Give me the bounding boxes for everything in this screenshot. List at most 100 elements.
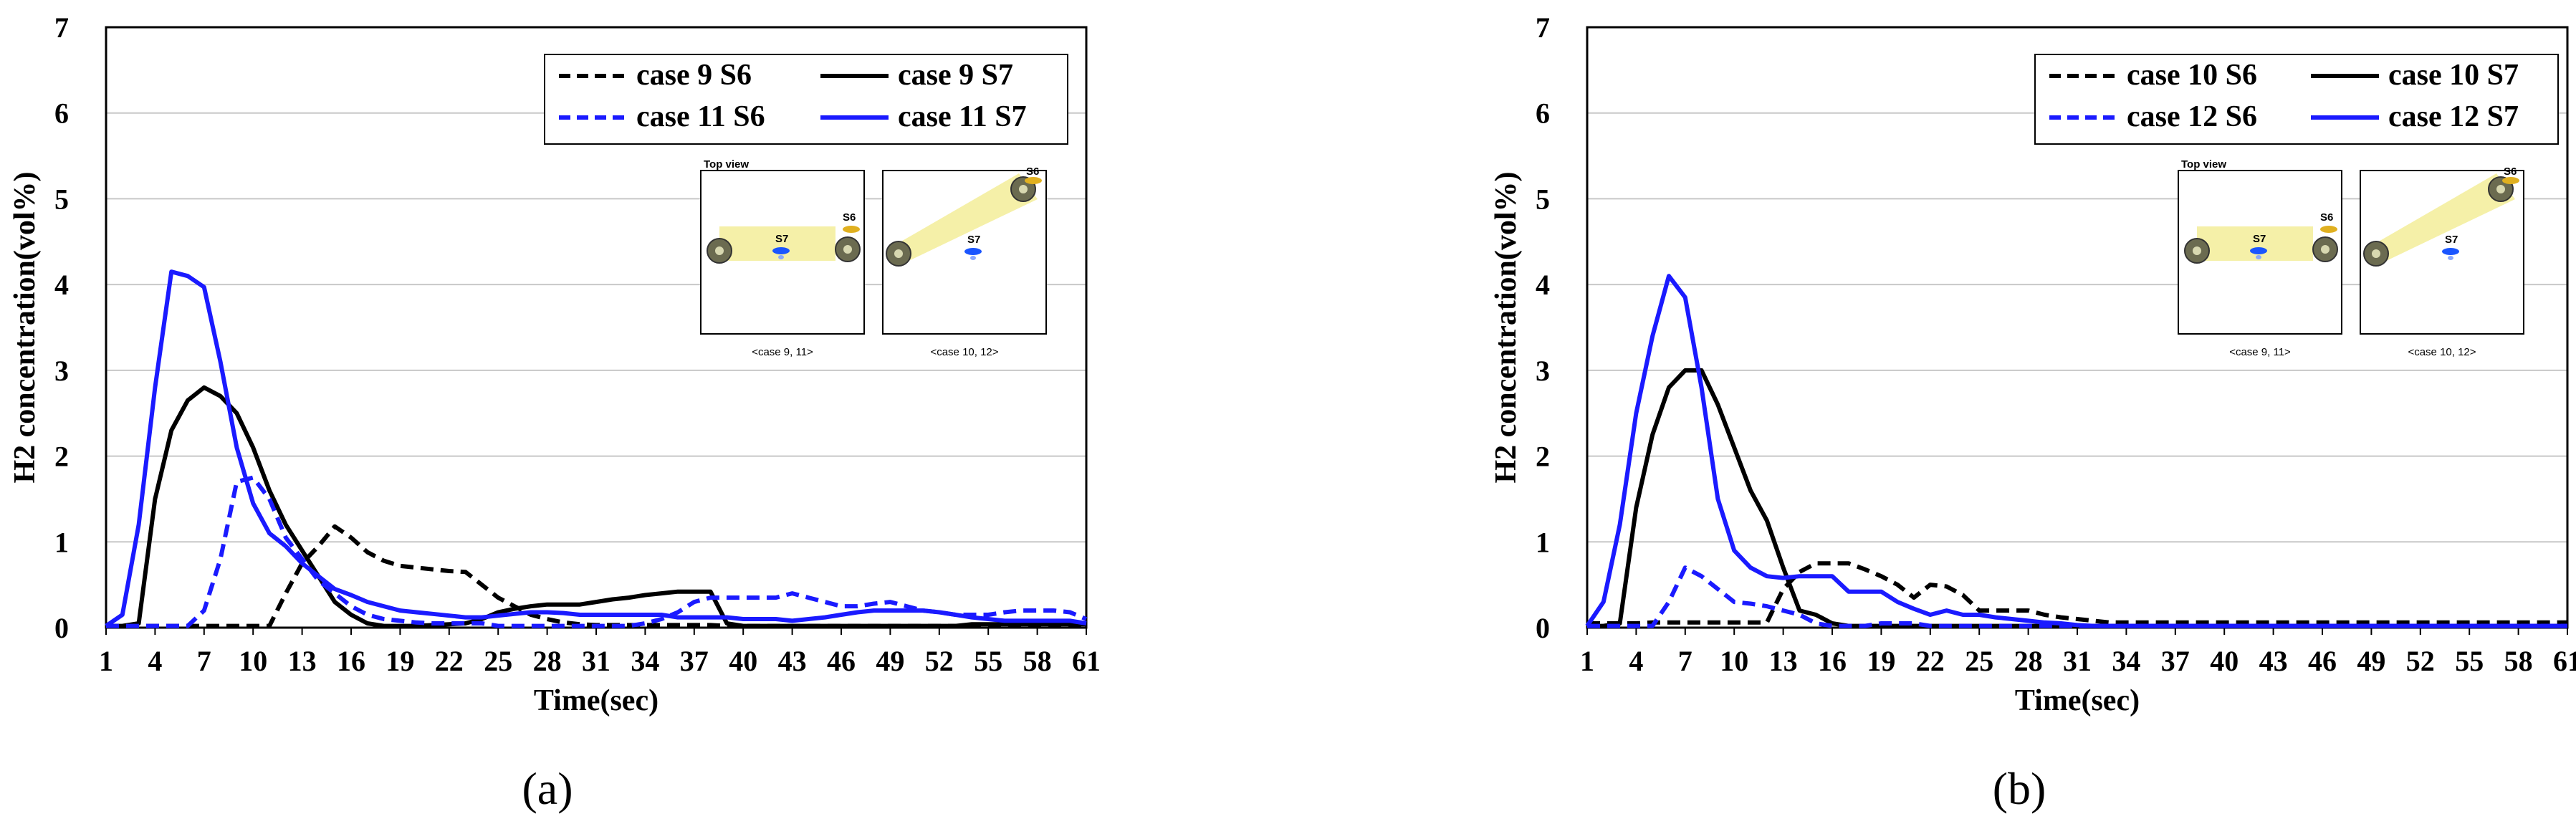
y-tick-label: 4 <box>54 269 69 301</box>
x-tick-label: 55 <box>974 645 1002 677</box>
x-tick-label: 19 <box>1867 645 1895 677</box>
sensor-s7-icon <box>2442 248 2459 255</box>
inset-title: Top view <box>704 158 749 171</box>
y-tick-label: 7 <box>54 11 69 44</box>
panel-label: (a) <box>522 763 573 814</box>
sensor-s7-icon <box>2448 256 2453 260</box>
fan-hub-icon <box>715 246 724 255</box>
legend-box <box>2034 54 2559 145</box>
x-tick-label: 34 <box>631 645 659 677</box>
y-tick-label: 5 <box>1536 183 1550 215</box>
sensor-s7-label: S7 <box>775 233 788 245</box>
y-tick-label: 3 <box>54 355 69 387</box>
x-tick-label: 58 <box>1023 645 1052 677</box>
x-tick-label: 55 <box>2455 645 2484 677</box>
inset-title: Top view <box>2181 158 2226 171</box>
x-tick-label: 19 <box>386 645 414 677</box>
y-tick-label: 6 <box>54 97 69 130</box>
x-tick-label: 10 <box>1720 645 1748 677</box>
x-tick-label: 46 <box>827 645 856 677</box>
fan-hub-icon <box>1019 185 1028 193</box>
x-tick-label: 22 <box>1916 645 1945 677</box>
x-tick-label: 16 <box>337 645 365 677</box>
x-tick-label: 61 <box>1072 645 1101 677</box>
flow-band-left <box>2197 226 2313 261</box>
fan-hub-icon <box>2372 249 2380 258</box>
y-tick-label: 0 <box>54 612 69 644</box>
x-tick-label: 16 <box>1818 645 1847 677</box>
x-tick-label: 49 <box>876 645 904 677</box>
flow-band-right <box>890 173 1038 264</box>
sensor-s7-label: S7 <box>2445 234 2458 246</box>
sensor-s7-label: S7 <box>2253 233 2266 245</box>
x-tick-label: 58 <box>2504 645 2533 677</box>
x-tick-label: 31 <box>582 645 611 677</box>
x-tick-label: 22 <box>435 645 464 677</box>
x-tick-label: 4 <box>148 645 162 677</box>
y-tick-label: 0 <box>1536 612 1550 644</box>
y-axis-title: H2 concentration(vol%) <box>1490 171 1523 483</box>
x-tick-label: 61 <box>2553 645 2576 677</box>
sensor-s6-label: S6 <box>2504 166 2517 178</box>
x-axis-title: Time(sec) <box>2015 684 2140 717</box>
x-tick-label: 40 <box>2210 645 2239 677</box>
layout-inset: Top view S7 S6 <case 9, 11> S6 S7 <case 10, 12… <box>2178 158 2524 358</box>
inset-caption-right: <case 10, 12> <box>2408 346 2476 358</box>
x-tick-label: 31 <box>2063 645 2092 677</box>
sensor-s6-icon <box>2502 177 2519 184</box>
x-tick-label: 25 <box>1965 645 1993 677</box>
y-tick-label: 2 <box>54 441 69 473</box>
x-tick-label: 7 <box>1678 645 1692 677</box>
x-tick-label: 37 <box>680 645 709 677</box>
x-tick-label: 1 <box>99 645 113 677</box>
series-line-case-11-s6 <box>106 475 1088 628</box>
sensor-s7-label: S7 <box>967 234 980 246</box>
x-tick-label: 13 <box>288 645 317 677</box>
x-tick-label: 28 <box>2014 645 2043 677</box>
y-tick-label: 4 <box>1536 269 1550 301</box>
legend-entry: case 10 S7 <box>2388 59 2519 92</box>
y-tick-label: 5 <box>54 183 69 215</box>
y-tick-label: 3 <box>1536 355 1550 387</box>
y-axis-title: H2 concentration(vol%) <box>9 171 42 483</box>
x-tick-label: 46 <box>2308 645 2337 677</box>
x-tick-label: 37 <box>2161 645 2190 677</box>
x-tick-label: 49 <box>2357 645 2385 677</box>
sensor-s6-label: S6 <box>1026 166 1039 178</box>
layout-inset: Top view S7 S6 <case 9, 11> S6 S7 <case 10, 12… <box>700 158 1047 358</box>
fan-hub-icon <box>894 249 903 258</box>
sensor-s6-icon <box>843 226 860 233</box>
legend: case 9 S6 case 9 S7 case 11 S6 case 11 S7 <box>544 54 1068 145</box>
legend-entry: case 12 S6 <box>2127 100 2257 133</box>
x-tick-label: 13 <box>1769 645 1798 677</box>
x-tick-label: 10 <box>239 645 267 677</box>
x-tick-label: 43 <box>2259 645 2288 677</box>
legend-entry: case 10 S6 <box>2127 59 2257 92</box>
x-tick-label: 52 <box>2406 645 2435 677</box>
x-tick-label: 7 <box>197 645 211 677</box>
sensor-s7-icon <box>964 248 982 255</box>
sensor-s6-icon <box>2320 226 2337 233</box>
sensor-s7-icon <box>2250 247 2267 254</box>
legend: case 10 S6 case 10 S7 case 12 S6 case 12 S7 <box>2034 54 2559 145</box>
sensor-s6-label: S6 <box>843 211 856 224</box>
panel-label: (b) <box>1993 763 2046 814</box>
series-line-case-12-s7 <box>1585 274 2567 628</box>
sensor-s7-icon <box>778 255 784 259</box>
fan-hub-icon <box>843 245 852 254</box>
fan-hub-icon <box>2321 245 2330 254</box>
legend-entry: case 11 S7 <box>898 100 1027 133</box>
x-tick-label: 4 <box>1629 645 1643 677</box>
x-tick-label: 40 <box>729 645 757 677</box>
fan-hub-icon <box>2496 185 2505 193</box>
x-tick-label: 1 <box>1580 645 1594 677</box>
legend-entry: case 9 S6 <box>636 59 752 92</box>
sensor-s7-icon <box>772 247 790 254</box>
flow-band-left <box>719 226 835 261</box>
x-tick-label: 34 <box>2112 645 2140 677</box>
series-line-case-11-s7 <box>105 269 1087 628</box>
x-axis-title: Time(sec) <box>534 684 659 717</box>
